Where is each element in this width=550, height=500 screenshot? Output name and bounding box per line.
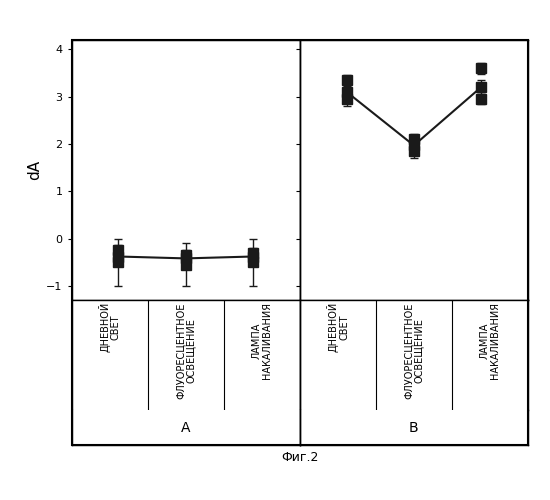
Text: ФЛУОРЕСЦЕНТНОЕ
ОСВЕЩЕНИЕ: ФЛУОРЕСЦЕНТНОЕ ОСВЕЩЕНИЕ xyxy=(175,302,196,398)
Text: A: A xyxy=(181,420,190,434)
Y-axis label: dA: dA xyxy=(27,160,42,180)
Text: ДНЕВНОЙ
СВЕТ: ДНЕВНОЙ СВЕТ xyxy=(98,302,121,352)
Text: Фиг.2: Фиг.2 xyxy=(281,451,318,464)
Text: ЛАМПА
НАКАЛИВАНИЯ: ЛАМПА НАКАЛИВАНИЯ xyxy=(480,302,501,379)
Text: B: B xyxy=(409,420,419,434)
Text: ЛАМПА
НАКАЛИВАНИЯ: ЛАМПА НАКАЛИВАНИЯ xyxy=(251,302,272,379)
Text: ФЛУОРЕСЦЕНТНОЕ
ОСВЕЩЕНИЕ: ФЛУОРЕСЦЕНТНОЕ ОСВЕЩЕНИЕ xyxy=(404,302,424,398)
Text: ДНЕВНОЙ
СВЕТ: ДНЕВНОЙ СВЕТ xyxy=(326,302,349,352)
